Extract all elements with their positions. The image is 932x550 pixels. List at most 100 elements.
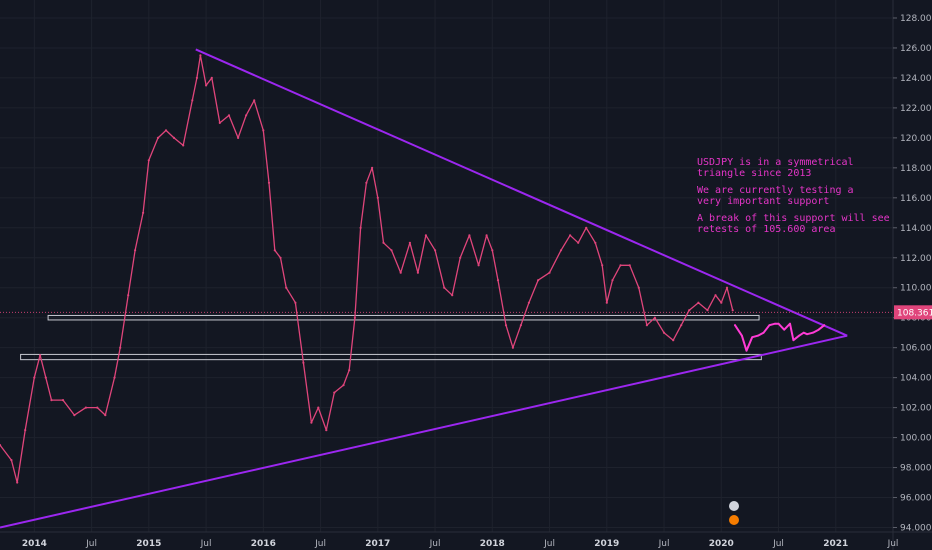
- price-point: [527, 301, 531, 304]
- price-point: [376, 196, 379, 199]
- price-point: [182, 144, 185, 147]
- price-point: [504, 324, 508, 327]
- price-tick-label: 94.000: [900, 524, 932, 534]
- price-point: [611, 279, 614, 282]
- support-zone[interactable]: [20, 353, 762, 361]
- price-tick-label: 114.000: [900, 224, 932, 234]
- price-point: [662, 331, 666, 334]
- price-point: [519, 324, 523, 327]
- price-point: [477, 264, 480, 267]
- price-point: [359, 226, 362, 229]
- price-point: [245, 114, 248, 117]
- price-tick-label: 98.000: [900, 464, 932, 474]
- price-point: [10, 459, 13, 462]
- price-point: [382, 241, 385, 244]
- projection-point: [783, 328, 786, 331]
- price-point: [302, 361, 305, 364]
- price-tick-label: 102.000: [900, 404, 932, 414]
- price-point: [164, 129, 168, 132]
- price-point: [267, 181, 271, 184]
- price-point: [142, 211, 145, 214]
- time-tick-label: 2016: [251, 539, 276, 549]
- price-point: [285, 286, 288, 289]
- support-zones: [20, 314, 762, 361]
- price-point: [511, 346, 514, 349]
- support-zone[interactable]: [47, 314, 760, 321]
- triangle-trendline[interactable]: [0, 334, 848, 529]
- price-point: [451, 294, 454, 297]
- price-point: [628, 264, 631, 267]
- projection-point: [745, 349, 748, 352]
- projection-point: [757, 334, 759, 337]
- price-point: [210, 76, 213, 79]
- price-point: [434, 249, 437, 252]
- price-point: [119, 346, 122, 349]
- triangle-trendlines[interactable]: [0, 48, 848, 529]
- price-tick-label: 96.000: [900, 494, 932, 504]
- price-point: [273, 249, 276, 252]
- price-point: [697, 301, 700, 304]
- triangle-trendline[interactable]: [195, 48, 848, 337]
- price-point: [459, 256, 462, 259]
- event-markers[interactable]: [729, 501, 739, 525]
- price-point: [96, 406, 99, 409]
- price-point: [653, 316, 657, 319]
- time-tick-label: 2015: [136, 539, 161, 549]
- price-point: [73, 414, 76, 417]
- price-point: [577, 241, 580, 244]
- price-point: [147, 159, 150, 162]
- price-point: [218, 121, 221, 124]
- price-point: [353, 316, 356, 319]
- price-point: [390, 249, 393, 252]
- price-point: [0, 444, 2, 447]
- projection-path: [734, 322, 826, 352]
- price-point: [714, 294, 717, 297]
- earnings-event-icon[interactable]: [729, 515, 739, 525]
- price-point: [371, 166, 374, 169]
- price-point: [127, 294, 130, 297]
- current-price-label: 108.361: [897, 308, 932, 318]
- price-point: [61, 399, 65, 402]
- price-point: [594, 241, 597, 244]
- time-tick-label: 2019: [594, 539, 619, 549]
- price-point: [195, 76, 198, 79]
- price-point: [637, 286, 640, 289]
- flag-event-icon[interactable]: [729, 501, 739, 511]
- price-point: [645, 324, 649, 327]
- price-tick-label: 122.000: [900, 104, 932, 114]
- price-point: [199, 54, 202, 57]
- price-tick-label: 124.000: [900, 74, 932, 84]
- price-point: [443, 286, 446, 289]
- price-point: [172, 136, 176, 139]
- price-point: [537, 279, 540, 282]
- projection-point: [817, 328, 820, 331]
- price-point: [548, 271, 551, 274]
- price-line-group: [0, 54, 734, 484]
- annotation-1: USDJPY is in a symmetrical triangle sinc…: [697, 157, 854, 179]
- price-point: [491, 249, 494, 252]
- price-tick-label: 118.000: [900, 164, 932, 174]
- projection-point: [823, 324, 826, 327]
- projection-point: [734, 324, 736, 327]
- price-point: [84, 406, 87, 409]
- price-point: [601, 264, 604, 267]
- price-tick-label: 104.000: [900, 374, 932, 384]
- price-point: [365, 181, 368, 184]
- price-point: [333, 391, 336, 394]
- price-point: [569, 234, 572, 237]
- price-point: [262, 129, 265, 132]
- price-tick-label: 116.000: [900, 194, 932, 204]
- price-point: [227, 114, 231, 117]
- time-axis[interactable]: 2014 Jul 2015 Jul 2016 Jul 2017 Jul 2018 Jul 2019 J…: [0, 531, 932, 549]
- time-tick-label: Jul: [200, 539, 212, 549]
- price-point: [348, 369, 351, 372]
- projection-point: [806, 333, 808, 336]
- projection-point: [751, 336, 754, 339]
- price-point: [688, 309, 691, 312]
- price-point: [191, 99, 194, 102]
- price-tick-label: 120.000: [900, 134, 932, 144]
- projection-path-group: [734, 322, 826, 352]
- price-point: [253, 99, 256, 102]
